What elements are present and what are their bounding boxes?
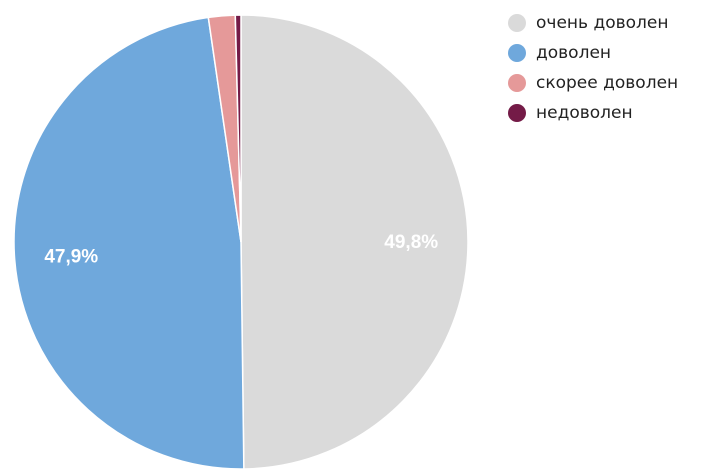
slice-label-1: 47,9% [44,246,98,267]
pie-slice-3 [234,14,242,243]
legend-label-2: скорее доволен [536,73,679,93]
pie-slice-0 [240,14,469,469]
pie-slices [13,14,469,469]
legend-item-0: очень доволен [508,8,678,38]
slice-label-0: 49,8% [384,232,438,253]
legend-label-1: доволен [536,43,612,63]
pie-slice-1 [13,16,245,469]
legend-swatch-1 [508,44,526,62]
legend-item-2: скорее доволен [508,68,678,98]
legend-label-3: недоволен [536,103,633,123]
legend: очень доволен доволен скорее доволен недово… [508,8,678,128]
legend-item-1: доволен [508,38,678,68]
legend-swatch-3 [508,104,526,122]
pie-labels: 49,8% 47,9% [44,232,438,267]
legend-label-0: очень доволен [536,13,669,33]
legend-item-3: недоволен [508,98,678,128]
legend-swatch-2 [508,74,526,92]
legend-swatch-0 [508,14,526,32]
